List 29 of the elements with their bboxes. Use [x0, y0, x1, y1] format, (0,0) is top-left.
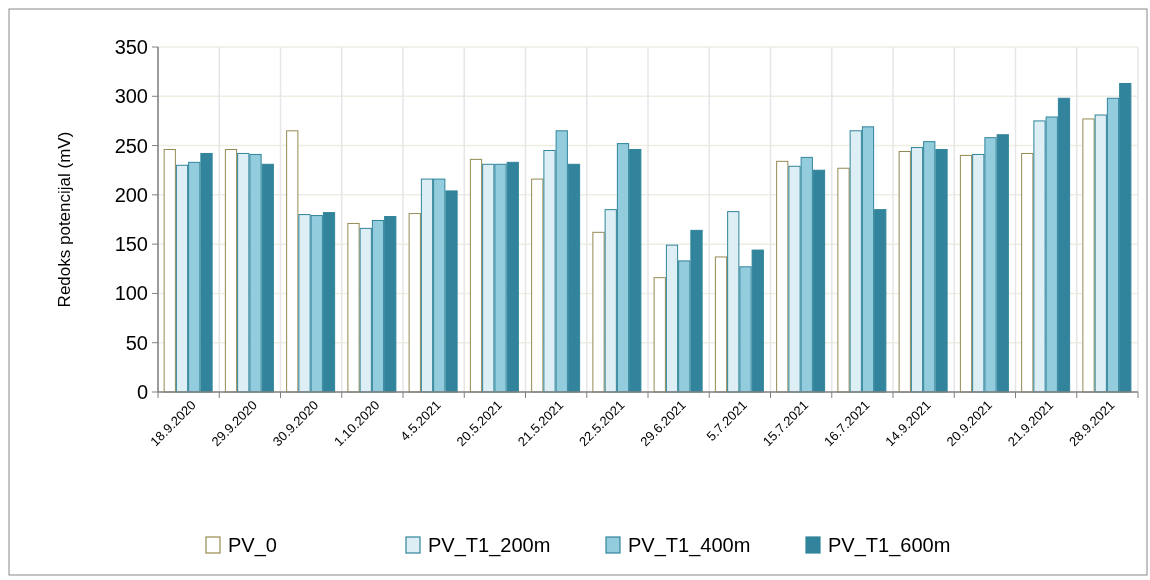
bar — [408, 213, 421, 393]
bar — [1021, 152, 1034, 393]
bar — [1082, 118, 1095, 393]
bar — [653, 277, 666, 393]
bar — [592, 231, 605, 393]
bar — [714, 256, 728, 393]
bar — [163, 149, 176, 393]
bar — [837, 167, 850, 393]
legend-label: PV_0 — [228, 534, 277, 557]
legend-label: PV_T1_600m — [828, 534, 951, 557]
y-tick-label: 350 — [114, 36, 148, 58]
bar — [286, 130, 299, 393]
y-axis-title: Redoks potencijal (mV) — [55, 131, 74, 308]
bar — [531, 178, 544, 393]
y-tick-label: 250 — [114, 134, 148, 157]
y-tick-label: 100 — [114, 282, 148, 305]
bar — [469, 158, 483, 393]
y-tick-label: 0 — [136, 381, 148, 403]
y-tick-label: 200 — [114, 183, 148, 206]
bar — [347, 222, 360, 393]
legend-label: PV_T1_200m — [428, 534, 551, 557]
y-tick-label: 300 — [114, 85, 148, 108]
bar — [959, 154, 973, 393]
y-tick-label: 150 — [114, 233, 148, 256]
bar — [898, 150, 911, 393]
bar — [224, 149, 238, 393]
y-tick-label: 50 — [125, 331, 148, 354]
bar — [776, 160, 789, 393]
legend-label: PV_T1_400m — [628, 534, 751, 557]
